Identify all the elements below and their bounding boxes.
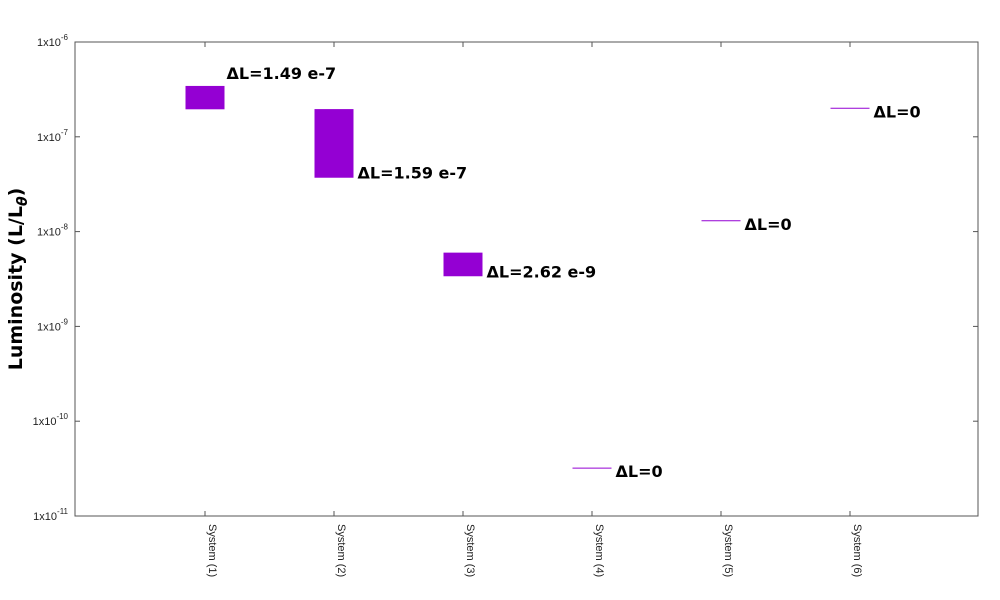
y-tick-label: 1x10-7 — [37, 128, 69, 144]
x-tick-label: System (4) — [593, 524, 605, 577]
y-tick-label-exponent: -6 — [61, 33, 69, 42]
y-tick-label-base: 1x10 — [37, 227, 61, 239]
x-tick-label: System (6) — [851, 524, 863, 577]
y-tick-label-exponent: -8 — [61, 223, 69, 232]
luminosity-range-bar — [314, 109, 354, 178]
y-axis-label-main: Luminosity (L/L — [5, 206, 27, 370]
y-tick-label-base: 1x10 — [37, 37, 61, 49]
delta-luminosity-label: ΔL=2.62 e-9 — [487, 262, 597, 281]
data-annotations: ΔL=1.49 e-7 ΔL=1.59 e-7 ΔL=2.62 e-9 ΔL=0 ΔL=… — [227, 64, 921, 481]
x-tick-label: System (2) — [335, 524, 347, 577]
plot-frame — [74, 41, 979, 517]
y-tick-label: 1x10-9 — [37, 317, 69, 333]
y-tick-label: 1x10-6 — [37, 33, 69, 49]
x-tick-label: System (1) — [206, 524, 218, 577]
y-axis-label-subscript: θ — [15, 196, 31, 206]
y-tick-label-base: 1x10 — [37, 321, 61, 333]
y-tick-label-base: 1x10 — [37, 132, 61, 144]
y-tick-label-base: 1x10 — [33, 511, 57, 523]
y-tick-label-exponent: -11 — [57, 507, 69, 516]
y-tick-label: 1x10-8 — [37, 223, 69, 239]
data-marks — [185, 85, 870, 469]
x-axis-ticks: System (1) System (2) System (3) System (4)… — [204, 42, 863, 577]
delta-luminosity-label: ΔL=1.59 e-7 — [358, 164, 468, 183]
y-tick-label-base: 1x10 — [33, 416, 57, 428]
luminosity-range-bar — [443, 252, 483, 277]
luminosity-range-bar — [185, 85, 225, 110]
y-axis-label-close: ) — [5, 188, 27, 197]
delta-luminosity-label: ΔL=1.49 e-7 — [227, 64, 337, 83]
y-tick-label-exponent: -10 — [56, 412, 68, 421]
x-tick-label: System (5) — [722, 524, 734, 577]
y-axis-label: Luminosity (L/Lθ) — [5, 188, 31, 371]
y-tick-label: 1x10-10 — [33, 412, 69, 428]
delta-luminosity-label: ΔL=0 — [616, 462, 663, 481]
delta-luminosity-label: ΔL=0 — [745, 215, 792, 234]
delta-luminosity-label: ΔL=0 — [874, 102, 921, 121]
y-tick-label-exponent: -9 — [61, 317, 69, 326]
y-tick-label-exponent: -7 — [61, 128, 69, 137]
y-tick-label: 1x10-11 — [33, 507, 68, 523]
x-tick-label: System (3) — [464, 524, 476, 577]
